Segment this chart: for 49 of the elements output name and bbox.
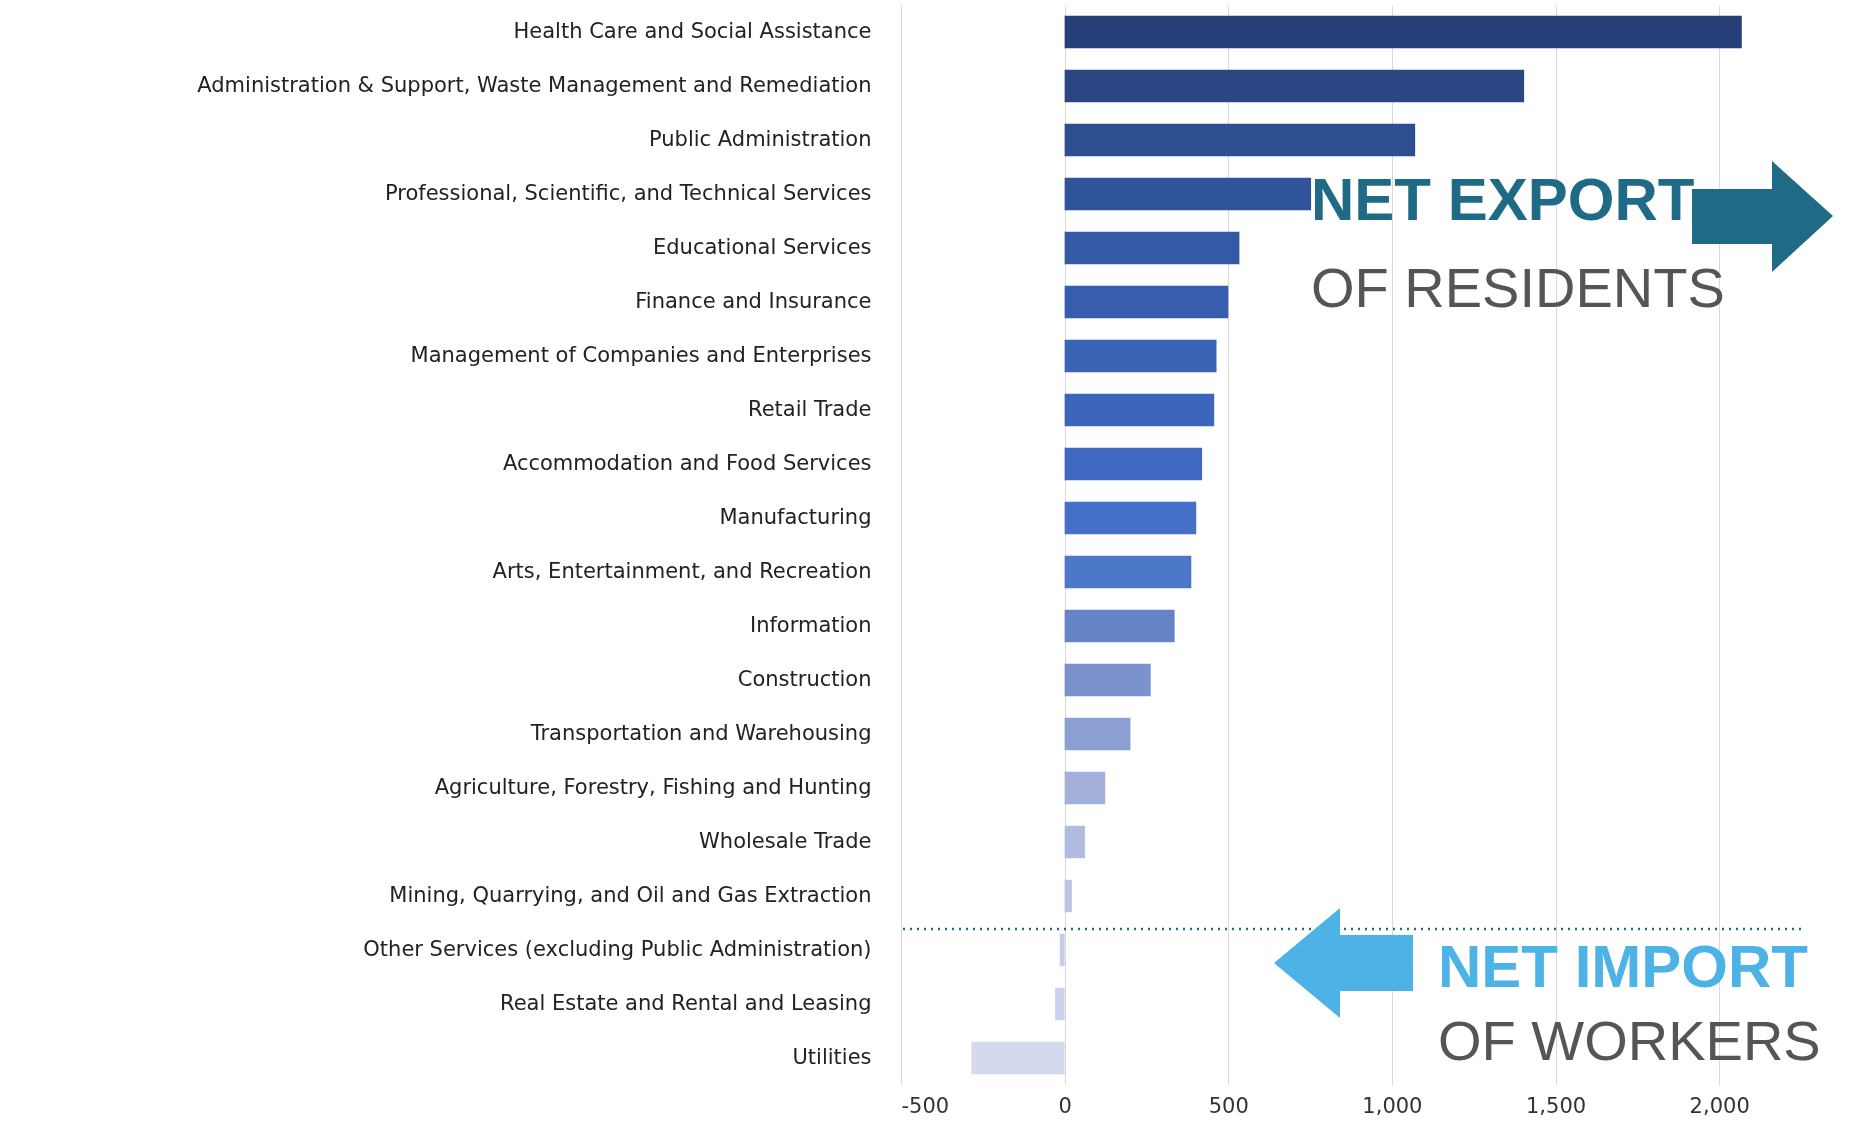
x-tick-label: 500 [1208, 1093, 1249, 1118]
bar [1064, 285, 1229, 319]
y-tick-label: Health Care and Social Assistance [513, 19, 872, 43]
y-tick-label: Mining, Quarrying, and Oil and Gas Extraction [389, 883, 872, 907]
x-tick-label: 2,000 [1689, 1093, 1750, 1118]
annotation: NET IMPORT [1438, 933, 1808, 1000]
bar [1064, 771, 1106, 805]
y-tick-label: Educational Services [653, 235, 872, 259]
bar [1064, 339, 1217, 373]
bar [1064, 879, 1072, 913]
bar [1064, 393, 1215, 427]
bar [1064, 609, 1175, 643]
x-tick-label: 1,500 [1525, 1093, 1587, 1118]
y-tick-label: Other Services (excluding Public Administration) [363, 937, 872, 961]
bar [1064, 69, 1525, 103]
y-tick-label: Transportation and Warehousing [529, 721, 872, 745]
bar [1064, 717, 1131, 751]
x-tick-label: 1,000 [1362, 1093, 1423, 1118]
y-tick-label: Management of Companies and Enterprises [410, 343, 872, 367]
annotation: OF RESIDENTS [1311, 256, 1725, 319]
y-tick-label: Public Administration [649, 127, 872, 151]
bar [1064, 825, 1085, 859]
bar [1064, 501, 1197, 535]
bar [971, 1041, 1065, 1075]
y-tick-label: Accommodation and Food Services [502, 451, 872, 475]
annotation: OF WORKERS [1438, 1009, 1821, 1072]
y-tick-label: Information [749, 613, 872, 637]
y-tick-label: Real Estate and Rental and Leasing [500, 991, 872, 1015]
bar [1059, 933, 1065, 967]
bar [1064, 231, 1240, 265]
y-tick-label: Arts, Entertainment, and Recreation [492, 559, 872, 583]
y-tick-label: Agriculture, Forestry, Fishing and Hunting [434, 775, 872, 799]
y-tick-label: Utilities [792, 1045, 872, 1069]
bar [1064, 177, 1312, 211]
bar [1055, 987, 1065, 1021]
y-tick-label: Professional, Scientific, and Technical Services [384, 181, 872, 205]
y-tick-label: Retail Trade [747, 397, 872, 421]
y-tick-label: Finance and Insurance [635, 289, 872, 313]
bar [1064, 15, 1742, 49]
bar [1064, 555, 1192, 589]
bar [1064, 447, 1203, 481]
x-tick-label: 0 [1058, 1093, 1072, 1118]
y-tick-label: Wholesale Trade [699, 829, 872, 853]
y-tick-label: Manufacturing [719, 505, 872, 529]
bar [1064, 663, 1151, 697]
bar [1064, 123, 1416, 157]
y-tick-label: Administration & Support, Waste Management and Remediation [197, 73, 872, 97]
y-tick-label: Construction [737, 667, 872, 691]
x-tick-label: -500 [901, 1093, 950, 1118]
